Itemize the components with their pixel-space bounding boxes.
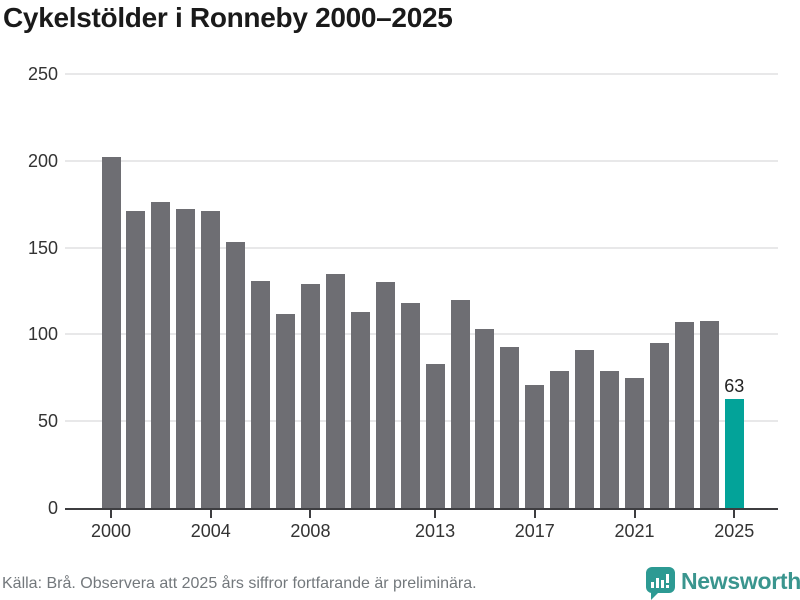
y-axis-tick-label: 50 (37, 411, 58, 432)
x-axis-line (65, 508, 778, 510)
x-axis-tick-label: 2025 (714, 521, 755, 541)
bar-2025 (724, 398, 744, 508)
x-axis-tick-2025 (733, 510, 736, 518)
bar-2019 (575, 350, 595, 508)
bar-2020 (600, 370, 620, 508)
x-axis-tick-label: 2004 (190, 521, 231, 541)
bar-2002 (151, 202, 171, 508)
newsworthy-logo: Newsworthy (646, 566, 800, 600)
bar-2000 (101, 157, 121, 508)
gridline-y-200 (65, 159, 778, 162)
x-axis-tick-label: 2013 (415, 521, 456, 541)
x-axis-tick-label: 2021 (614, 521, 655, 541)
bar-2022 (649, 343, 669, 508)
bar-2005 (226, 242, 246, 508)
y-axis-tick-label: 150 (27, 237, 58, 258)
bar-2008 (300, 284, 320, 508)
x-axis-tick-2017 (533, 510, 536, 518)
x-axis-tick-2021 (633, 510, 636, 518)
bar-2009 (325, 273, 345, 508)
gridline-y-250 (65, 73, 778, 75)
gridline-y-100 (65, 333, 778, 336)
bar-2018 (550, 370, 570, 508)
y-axis-tick-label: 0 (47, 498, 58, 518)
bar-2023 (674, 322, 694, 508)
y-axis-tick-label: 100 (27, 324, 58, 345)
newsworthy-speech-bubble-chart-icon (646, 567, 675, 600)
bar-2021 (625, 377, 645, 508)
newsworthy-wordmark: Newsworthy (681, 568, 800, 594)
gridline-y-150 (65, 246, 778, 249)
bar-2012 (400, 303, 420, 508)
bar-2016 (500, 346, 520, 508)
bar-2004 (201, 211, 221, 508)
bar-2015 (475, 329, 495, 508)
x-axis-tick-label: 2017 (514, 521, 555, 541)
x-axis-tick-2004 (209, 510, 212, 518)
bar-2006 (251, 280, 271, 508)
bar-2013 (425, 363, 445, 508)
bar-2007 (276, 313, 295, 508)
y-axis-tick-label: 250 (27, 64, 58, 84)
bar-value-label: 63 (724, 375, 745, 396)
x-axis-tick-2000 (110, 510, 112, 518)
source-note: Källa: Brå. Observera att 2025 års siffr… (2, 575, 477, 592)
bar-2001 (126, 211, 146, 508)
x-axis-tick-label: 2008 (290, 521, 331, 541)
bar-2017 (525, 384, 545, 508)
chart-title: Cykelstölder i Ronneby 2000–2025 (3, 2, 453, 33)
y-axis-tick-label: 200 (27, 150, 58, 171)
bar-2010 (350, 311, 370, 508)
bar-2024 (699, 320, 719, 508)
bar-2003 (176, 209, 196, 508)
x-axis-tick-label: 2000 (90, 521, 132, 541)
x-axis-tick-2013 (434, 510, 437, 518)
x-axis-tick-2008 (309, 510, 312, 518)
gridline-y-50 (65, 420, 778, 423)
bar-2011 (375, 282, 395, 508)
bar-2014 (450, 299, 470, 508)
